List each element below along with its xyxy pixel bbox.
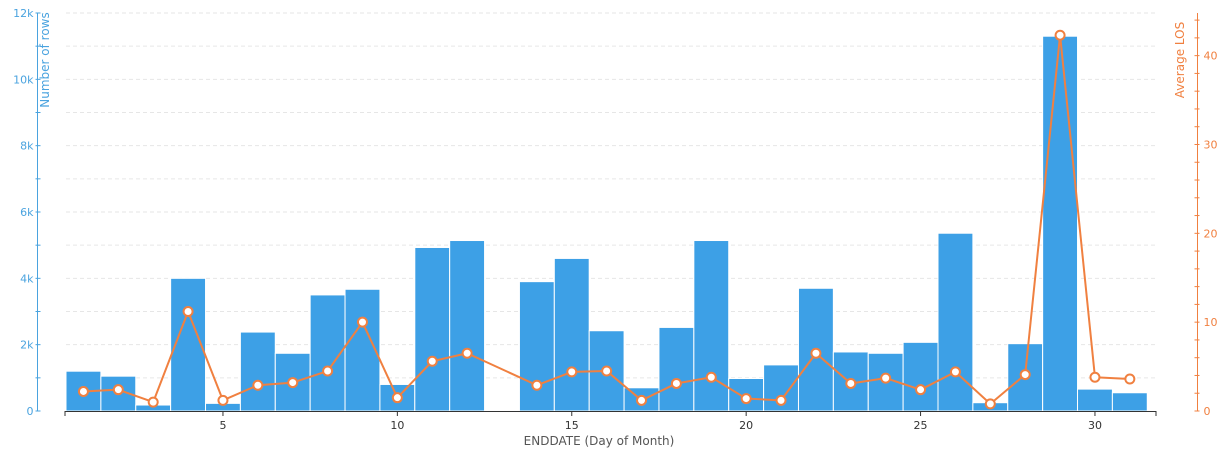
line-point-day-23 — [845, 377, 857, 389]
line-point-day-14 — [531, 379, 543, 391]
y-tick-label: 12k — [13, 7, 34, 20]
bar-day-30 — [1077, 388, 1113, 412]
line-point-day-15 — [566, 366, 578, 378]
line-point-day-1 — [77, 385, 89, 397]
y-axis-title: Number of rows — [38, 12, 52, 107]
line-point-day-18 — [670, 377, 682, 389]
bar-day-4 — [170, 277, 207, 412]
bar-day-11 — [414, 246, 451, 412]
y-tick-label: 0 — [27, 405, 34, 418]
line-point-day-27 — [984, 398, 996, 410]
bar-day-15 — [553, 257, 590, 412]
y-tick-label: 8k — [20, 140, 34, 153]
x-tick-label: 10 — [390, 419, 404, 432]
y-tick-label: 10k — [13, 73, 34, 86]
line-point-day-19 — [705, 371, 717, 383]
line-point-day-3 — [147, 396, 159, 408]
y-tick-label: 2k — [20, 339, 34, 352]
y2-tick-label: 20 — [1204, 227, 1218, 240]
line-point-day-16 — [601, 365, 613, 377]
bar-day-25 — [902, 341, 939, 412]
line-point-day-4 — [182, 306, 194, 317]
y2-tick-label: 10 — [1204, 316, 1218, 329]
bar-day-12 — [449, 240, 486, 412]
line-point-day-26 — [949, 366, 961, 378]
line-point-day-6 — [252, 379, 264, 391]
bar-day-6 — [239, 331, 276, 412]
line-point-day-29 — [1054, 29, 1066, 41]
line-point-day-31 — [1124, 373, 1136, 385]
gridlines — [66, 12, 1156, 379]
y2-tick-label: 0 — [1204, 405, 1211, 418]
x-tick-label: 5 — [219, 419, 226, 432]
x-tick-label: 20 — [739, 419, 753, 432]
line-point-day-7 — [287, 377, 299, 389]
bar-day-29 — [1042, 35, 1079, 412]
line-point-day-17 — [636, 394, 648, 406]
y2-tick-label: 30 — [1204, 138, 1218, 151]
line-point-day-30 — [1089, 371, 1101, 383]
axes: 5 10 15 20 25 30 0 2k 4k 6k 8k 10k 12k 0 10 20 30 40 — [13, 7, 1217, 432]
bar-day-18 — [658, 326, 695, 412]
bar-series — [65, 35, 1148, 412]
line-point-day-11 — [426, 355, 438, 367]
x-tick-label: 25 — [914, 419, 928, 432]
line-point-day-22 — [810, 347, 822, 359]
line-point-day-10 — [391, 392, 403, 404]
bar-day-9 — [344, 288, 381, 412]
line-point-day-9 — [356, 316, 368, 328]
y2-tick-label: 40 — [1204, 50, 1218, 63]
x-tick-label: 15 — [565, 419, 579, 432]
line-point-day-5 — [217, 394, 229, 406]
bar-day-31 — [1111, 392, 1148, 412]
y2-axis-title: Average LOS — [1173, 22, 1187, 98]
line-series — [77, 29, 1136, 410]
y-tick-label: 4k — [20, 272, 34, 285]
bar-day-8 — [309, 294, 346, 412]
bar-day-14 — [518, 281, 555, 412]
line-point-day-25 — [915, 384, 927, 396]
line-point-day-24 — [880, 372, 892, 384]
line-point-day-2 — [112, 384, 124, 396]
line-point-day-12 — [461, 347, 473, 359]
average-los-line — [83, 34, 1130, 405]
y-tick-label: 6k — [20, 206, 34, 219]
line-point-day-21 — [775, 394, 787, 406]
x-tick-label: 30 — [1088, 419, 1102, 432]
x-axis-title: ENDDATE (Day of Month) — [524, 434, 675, 448]
line-point-day-28 — [1019, 369, 1031, 381]
line-point-day-8 — [322, 365, 334, 377]
line-point-day-20 — [740, 393, 752, 405]
